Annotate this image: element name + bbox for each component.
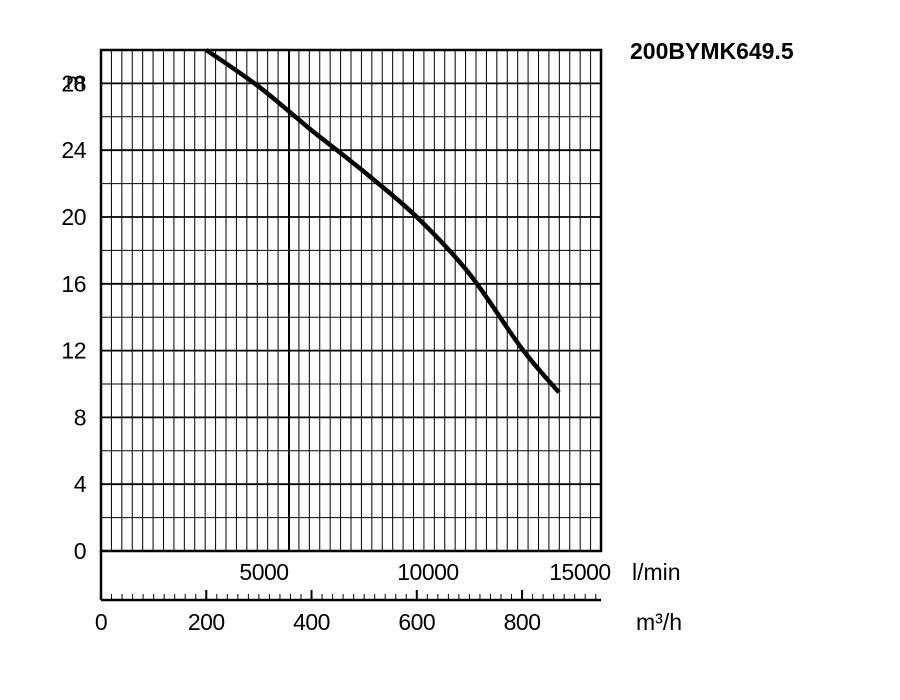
y-tick-label: 28 bbox=[61, 70, 86, 96]
x-primary-tick-label: 0 bbox=[95, 609, 107, 635]
y-tick-label: 0 bbox=[74, 538, 86, 564]
y-tick-label: 20 bbox=[61, 204, 86, 230]
secondary-x-axis: 5000 10000 15000 bbox=[239, 559, 611, 585]
x-secondary-tick-label: 10000 bbox=[397, 559, 458, 585]
y-tick-label: 16 bbox=[61, 271, 86, 297]
y-axis-unit: m bbox=[66, 68, 85, 94]
x-primary-unit: m³/h bbox=[636, 609, 682, 635]
plot-border bbox=[99, 48, 603, 553]
primary-x-axis: 0 200 400 600 800 bbox=[95, 590, 597, 635]
y-tick-label: 12 bbox=[61, 338, 86, 364]
curve-layer bbox=[205, 48, 561, 394]
chart-title: 200BYMK649.5 bbox=[630, 38, 794, 64]
x-primary-tick-label: 400 bbox=[293, 609, 330, 635]
x-primary-tick-label: 200 bbox=[188, 609, 225, 635]
x-secondary-unit: l/min bbox=[632, 559, 681, 585]
x-primary-tick-label: 600 bbox=[398, 609, 435, 635]
x-secondary-tick-label: 5000 bbox=[239, 559, 288, 585]
y-tick-label: 8 bbox=[74, 404, 86, 430]
series-line bbox=[205, 48, 561, 394]
x-secondary-tick-label: 15000 bbox=[549, 559, 610, 585]
y-axis: 0 4 8 12 16 20 24 28 bbox=[61, 70, 87, 564]
y-tick-label: 4 bbox=[74, 471, 87, 497]
x-primary-tick-label: 800 bbox=[504, 609, 541, 635]
major-grid bbox=[101, 50, 601, 551]
y-tick-label: 24 bbox=[61, 137, 86, 163]
minor-grid bbox=[101, 50, 601, 551]
